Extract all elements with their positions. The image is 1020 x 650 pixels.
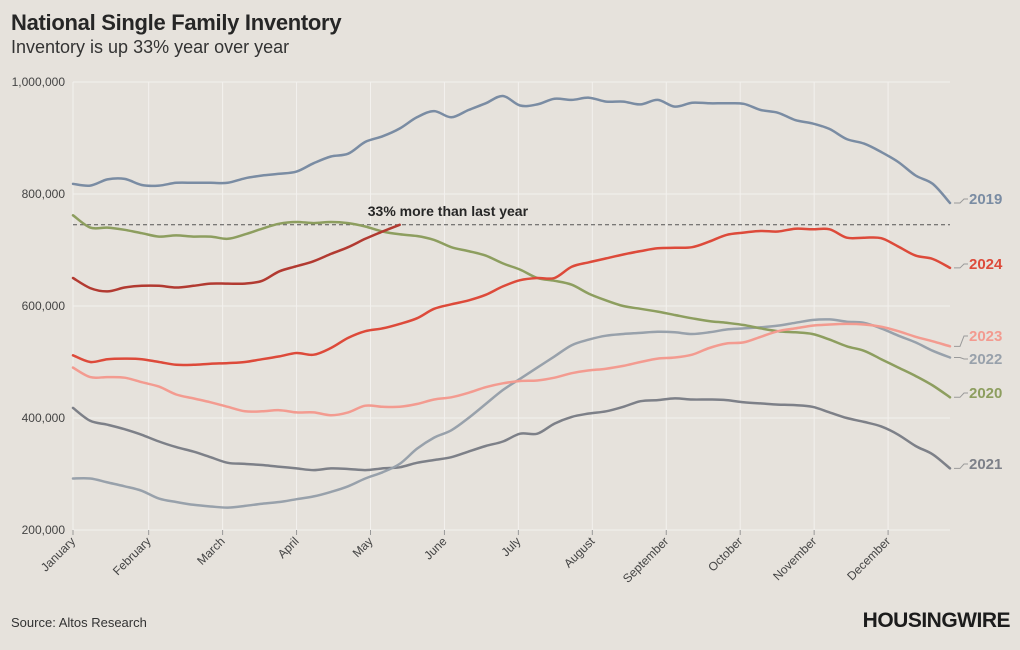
x-tick-label: September xyxy=(620,534,671,585)
series-label-connector xyxy=(954,357,968,360)
x-tick-label: October xyxy=(705,534,745,574)
series-label-connector xyxy=(954,263,968,269)
grid-lines xyxy=(72,81,950,531)
brand-logo: HOUSINGWIRE xyxy=(862,609,1011,632)
series-label-connector xyxy=(954,463,968,469)
y-tick-label: 400,000 xyxy=(22,411,66,425)
y-tick-label: 200,000 xyxy=(22,523,66,537)
y-axis-ticks: 200,000 400,000 600,000 800,000 1,000,000 xyxy=(12,75,66,537)
series-line-2019 xyxy=(71,94,952,205)
series-line-2023 xyxy=(71,322,952,417)
series-line-2021 xyxy=(71,397,952,472)
x-tick-label: March xyxy=(194,534,227,567)
x-tick-label: August xyxy=(561,534,598,571)
series-label-2020: 2020 xyxy=(969,385,1002,402)
series-label-2024: 2024 xyxy=(969,256,1003,273)
reference-line-group: 33% more than last year xyxy=(73,203,950,226)
x-tick-label: June xyxy=(421,534,450,563)
series-label-2021: 2021 xyxy=(969,456,1002,473)
series-labels: 2019 2024 2023 2022 2020 2021 xyxy=(954,191,1003,473)
series-line-2022 xyxy=(71,318,952,509)
y-tick-label: 800,000 xyxy=(22,187,66,201)
chart-title: National Single Family Inventory xyxy=(11,10,342,35)
series-line-2024 xyxy=(71,223,401,293)
series-label-2022: 2022 xyxy=(969,351,1002,368)
y-tick-label: 600,000 xyxy=(22,299,66,313)
x-tick-label: April xyxy=(275,534,302,561)
series-label-2023: 2023 xyxy=(969,328,1002,345)
series-label-connector xyxy=(954,335,968,347)
x-tick-label: November xyxy=(770,534,819,583)
source-note: Source: Altos Research xyxy=(11,615,147,630)
x-tick-label: February xyxy=(110,534,154,578)
series-line-2024-continued- xyxy=(71,227,952,367)
chart-subtitle: Inventory is up 33% year over year xyxy=(11,37,290,57)
series-label-connector xyxy=(954,198,968,204)
x-tick-label: January xyxy=(38,534,78,574)
series-lines xyxy=(71,94,952,509)
y-tick-label: 1,000,000 xyxy=(12,75,66,89)
x-axis-ticks: January February March April May June July Augu… xyxy=(38,530,893,586)
series-line-2020 xyxy=(71,214,952,399)
series-label-2019: 2019 xyxy=(969,191,1002,208)
reference-line-label: 33% more than last year xyxy=(368,203,529,219)
x-tick-label: December xyxy=(844,534,893,583)
x-tick-label: May xyxy=(350,534,376,560)
x-tick-label: July xyxy=(499,534,524,559)
series-label-connector xyxy=(954,392,968,398)
